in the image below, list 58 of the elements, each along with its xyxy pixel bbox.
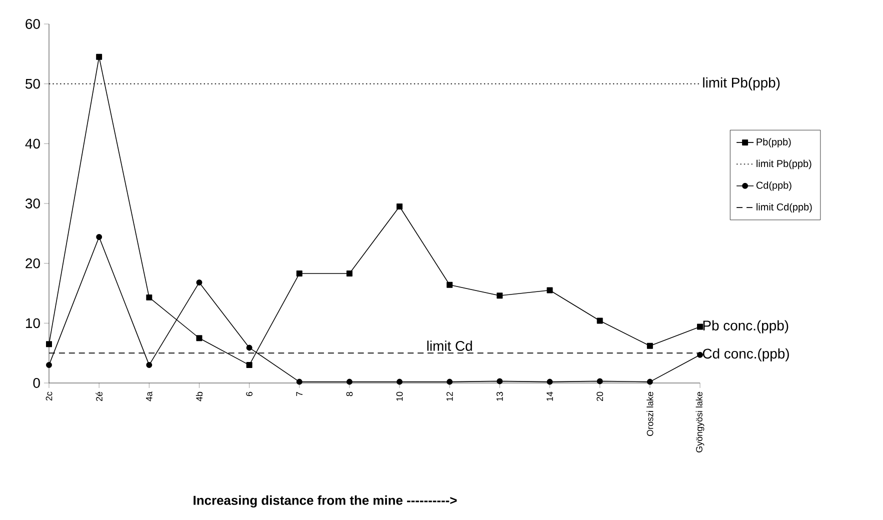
- point: [246, 362, 252, 368]
- point: [496, 292, 503, 299]
- point: [646, 378, 653, 385]
- point: [96, 234, 102, 240]
- point: [46, 362, 52, 368]
- x-tick-label: 4a: [146, 392, 152, 402]
- point: [546, 287, 553, 294]
- annotation: limit Pb(ppb): [703, 77, 780, 90]
- y-tick-label: 40: [25, 138, 40, 149]
- x-tick-label: 13: [496, 392, 503, 401]
- y-tick-label: 50: [26, 78, 40, 89]
- point: [146, 294, 152, 300]
- point: [496, 378, 503, 384]
- point: [246, 344, 252, 351]
- y-tick-label: 60: [26, 19, 40, 29]
- x-tick-label: Gyöngyösi lake: [696, 392, 704, 452]
- y-tick-label: 20: [26, 258, 40, 268]
- annotation: limit Cd: [427, 340, 472, 351]
- x-tick-label: 10: [396, 392, 403, 401]
- legend-label: limit Cd(ppb): [756, 203, 812, 212]
- point: [446, 378, 453, 385]
- legend-label: Pb(ppb): [756, 138, 791, 148]
- point: [596, 318, 603, 324]
- point: [346, 270, 352, 276]
- x-tick-label: 14: [546, 392, 553, 401]
- annotation: Pb conc.(ppb): [703, 320, 788, 334]
- y-tick-label: 0: [33, 378, 40, 388]
- point: [546, 378, 553, 385]
- x-tick-label: 6: [246, 392, 252, 396]
- point: [346, 378, 352, 385]
- point: [146, 362, 152, 368]
- point: [697, 352, 703, 358]
- x-tick-label: 8: [346, 392, 353, 396]
- x-tick-label: 4b: [196, 392, 203, 402]
- point: [296, 270, 302, 276]
- x-tick-label: 2c: [46, 392, 52, 401]
- point: [646, 342, 653, 349]
- x-axis-title: Increasing distance from the mine ---------->: [194, 495, 457, 508]
- point: [296, 378, 302, 385]
- point: [96, 54, 102, 60]
- x-tick-label: 12: [446, 392, 453, 401]
- point: [196, 335, 202, 342]
- point: [396, 204, 403, 210]
- point: [697, 324, 703, 330]
- y-tick-label: 30: [25, 198, 40, 208]
- point: [396, 378, 403, 385]
- point: [446, 282, 453, 288]
- x-tick-label: 2é: [96, 392, 102, 402]
- y-tick-label: 10: [26, 318, 40, 328]
- annotation: Cd conc.(ppb): [702, 348, 789, 362]
- x-tick-label: 20: [596, 392, 604, 402]
- point: [46, 341, 52, 348]
- point: [596, 378, 603, 384]
- legend-label: Cd(ppb): [756, 181, 792, 191]
- x-tick-label: 7: [296, 392, 302, 396]
- x-tick-label: Oroszi lake: [646, 392, 654, 436]
- point: [196, 279, 202, 286]
- legend-label: limit Pb(ppb): [756, 160, 812, 170]
